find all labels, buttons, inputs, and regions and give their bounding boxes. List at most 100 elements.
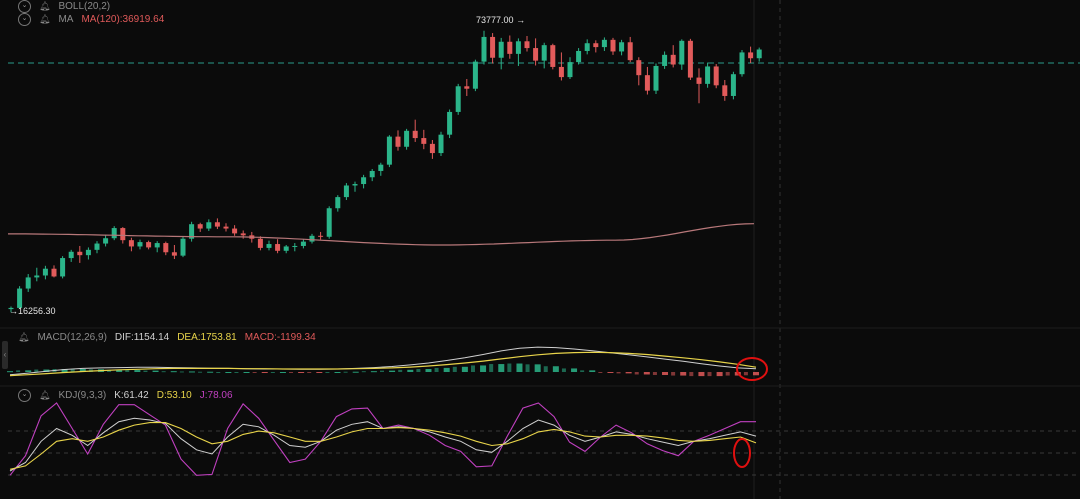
candle-body <box>34 275 40 278</box>
candle-body <box>214 222 220 227</box>
candle-body <box>748 52 754 59</box>
candle-body <box>111 228 117 239</box>
candle-body <box>77 251 83 256</box>
macd-hist-bar <box>507 363 512 372</box>
candle-body <box>636 60 642 76</box>
macd-hist-bar <box>298 372 305 373</box>
arrow-right-icon: → <box>9 306 18 316</box>
macd-hist-value: MACD:-1199.34 <box>244 332 316 343</box>
candle-body <box>481 36 487 62</box>
candle-body <box>120 228 126 241</box>
candle-body <box>189 224 195 239</box>
macd-hist-bar <box>198 371 203 373</box>
candle-body <box>644 75 650 91</box>
ma-label: MA <box>58 14 74 25</box>
candle-body <box>146 242 152 248</box>
macd-hist-bar <box>598 372 603 373</box>
macd-hist-bar <box>270 372 275 373</box>
candle-body <box>352 184 358 186</box>
macd-hist-bar <box>561 368 566 372</box>
macd-hist-bar <box>425 368 432 372</box>
collapse-chevron-icon[interactable]: ⌄ <box>18 0 31 13</box>
macd-hist-bar <box>279 372 286 373</box>
candle-body <box>490 36 496 58</box>
annotation-circle <box>736 357 768 381</box>
candle-body <box>326 208 332 237</box>
macd-hist-bar <box>571 368 578 372</box>
candle-body <box>206 222 212 229</box>
macd-hist-bar <box>616 372 621 374</box>
candle-body <box>533 48 539 61</box>
macd-hist-bar <box>680 372 687 376</box>
bell-icon[interactable]: 🔔︎ <box>39 1 51 11</box>
candle-body <box>619 42 625 52</box>
candle-body <box>335 197 341 209</box>
bell-icon[interactable]: 🔔︎ <box>39 390 51 400</box>
macd-hist-bar <box>543 366 548 372</box>
macd-hist-bar <box>470 365 475 372</box>
macd-hist-bar <box>207 371 214 373</box>
candle-body <box>309 235 315 242</box>
macd-hist-bar <box>443 367 450 372</box>
macd-hist-bar <box>753 372 759 376</box>
legend-ma: ⌄ 🔔︎ MA MA(120):36919.64 <box>18 13 164 26</box>
candle-body <box>421 138 427 144</box>
candle-body <box>42 268 48 276</box>
kdj-label: KDJ(9,3,3) <box>58 390 107 401</box>
macd-hist-bar <box>325 372 330 373</box>
candle-body <box>687 40 693 78</box>
candle-body <box>739 52 745 75</box>
panel-resize-handle[interactable]: ‹ <box>2 341 8 369</box>
candle-body <box>705 66 711 84</box>
legend-macd: 🔔︎ MACD(12,26,9) DIF:1154.14 DEA:1753.81… <box>18 332 316 343</box>
candle-body <box>103 238 109 244</box>
candle-body <box>60 258 66 277</box>
macd-hist-bar <box>134 370 141 372</box>
candle-body <box>51 268 57 277</box>
candle-body <box>292 245 298 247</box>
bell-icon[interactable]: 🔔︎ <box>39 14 51 24</box>
legend-boll: ⌄ 🔔︎ BOLL(20,2) <box>18 0 110 13</box>
bell-icon[interactable]: 🔔︎ <box>18 332 30 342</box>
candle-body <box>550 45 556 67</box>
candle-body <box>498 41 504 58</box>
candle-body <box>722 85 728 96</box>
macd-hist-bar <box>671 372 676 376</box>
boll-label: BOLL(20,2) <box>58 1 111 12</box>
candle-body <box>68 251 74 259</box>
macd-hist-bar <box>234 372 239 373</box>
candle-body <box>404 130 410 147</box>
candle-body <box>25 277 31 289</box>
macd-hist-bar <box>707 372 712 377</box>
macd-hist-bar <box>552 366 559 372</box>
macd-hist-bar <box>389 370 396 372</box>
candle-body <box>472 61 478 89</box>
candle-body <box>455 86 461 112</box>
candle-body <box>438 134 444 154</box>
macd-hist-bar <box>725 372 730 376</box>
macd-hist-bar <box>652 372 657 376</box>
kdj-d-line <box>9 422 757 470</box>
candle-body <box>662 54 668 66</box>
kdj-k-line <box>9 417 757 472</box>
low-price-value: 16256.30 <box>18 306 56 316</box>
macd-dif-line <box>9 346 757 376</box>
collapse-chevron-icon[interactable]: ⌄ <box>18 389 31 402</box>
macd-hist-bar <box>361 371 366 373</box>
collapse-chevron-icon[interactable]: ⌄ <box>18 13 31 26</box>
macd-hist-bar <box>398 369 403 372</box>
macd-hist-bar <box>480 365 487 372</box>
macd-hist-bar <box>316 372 323 373</box>
macd-dea-value: DEA:1753.81 <box>177 332 237 343</box>
candle-body <box>240 233 246 236</box>
candle-body <box>412 130 418 139</box>
candle-body <box>8 307 14 310</box>
macd-hist-bar <box>716 372 723 377</box>
candle-body <box>128 240 134 247</box>
candle-body <box>601 39 607 48</box>
kdj-k-value: K:61.42 <box>114 390 149 401</box>
macd-hist-bar <box>452 366 457 372</box>
candle-body <box>447 111 453 135</box>
candle-body <box>627 42 633 61</box>
annotation-circle <box>733 438 751 468</box>
